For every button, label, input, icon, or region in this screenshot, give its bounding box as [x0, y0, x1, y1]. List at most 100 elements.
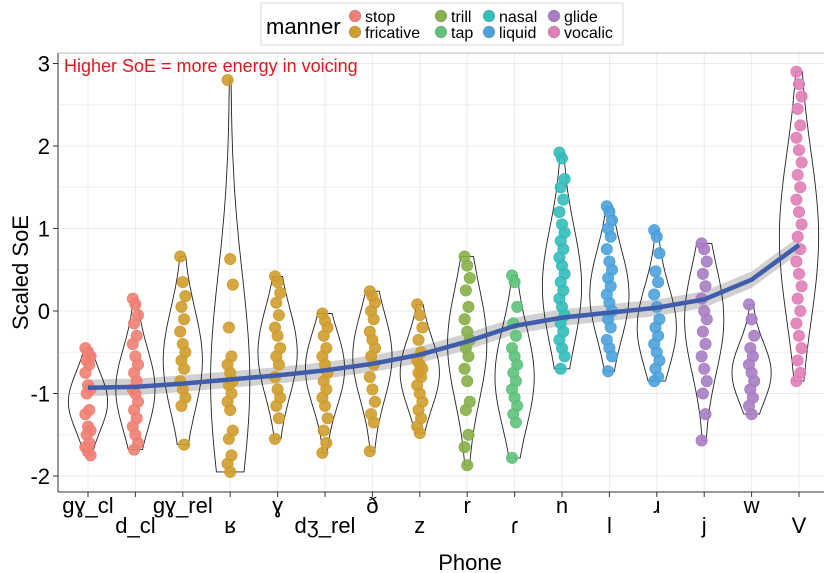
point-j — [696, 325, 709, 338]
point-ɾ — [508, 276, 521, 289]
x-axis-title: Phone — [438, 550, 502, 573]
x-tick-label: d_cl — [115, 513, 155, 538]
point-dʒ_rel — [316, 446, 329, 459]
point-d_cl — [128, 443, 141, 456]
point-j — [695, 350, 708, 363]
point-V — [793, 267, 806, 280]
point-j — [700, 313, 713, 326]
point-V — [795, 218, 808, 231]
point-V — [795, 156, 808, 169]
x-tick-label: gɣ_rel — [153, 493, 213, 518]
point-gɣ_cl — [84, 449, 97, 462]
plot-panel — [58, 53, 824, 492]
point-ɹ — [648, 288, 661, 301]
legend-swatch-liquid — [482, 25, 496, 39]
point-V — [795, 342, 808, 355]
x-tick-label: ʁ — [224, 513, 236, 538]
point-r — [459, 284, 472, 297]
point-gɣ_cl — [79, 408, 92, 421]
point-dʒ_rel — [321, 412, 334, 425]
legend-title: manner — [266, 14, 341, 39]
point-ɹ — [652, 276, 665, 289]
y-tick-label: 1 — [38, 217, 50, 242]
point-V — [791, 168, 804, 181]
point-ɾ — [505, 451, 518, 464]
trend-band — [88, 236, 799, 396]
point-ʁ — [222, 321, 235, 334]
point-V — [790, 375, 803, 388]
point-V — [793, 78, 806, 91]
trend-confidence-band — [88, 236, 799, 396]
point-w — [748, 329, 761, 342]
point-ɾ — [509, 416, 522, 429]
point-r — [461, 459, 474, 472]
point-dʒ_rel — [317, 424, 330, 437]
y-tick-label: 3 — [38, 52, 50, 77]
point-j — [700, 375, 713, 388]
point-d_cl — [128, 317, 141, 330]
point-ð — [367, 313, 380, 326]
point-dʒ_rel — [317, 329, 330, 342]
point-ɣ — [272, 358, 285, 371]
point-gɣ_rel — [178, 362, 191, 375]
point-r — [462, 300, 475, 313]
point-l — [604, 230, 617, 243]
point-V — [791, 230, 804, 243]
point-j — [696, 387, 709, 400]
point-j — [699, 280, 712, 293]
point-r — [458, 441, 471, 454]
point-z — [413, 427, 426, 440]
legend-label-tap: tap — [451, 25, 473, 42]
point-n — [554, 362, 567, 375]
point-r — [458, 313, 471, 326]
point-n — [557, 193, 570, 206]
point-gɣ_rel — [175, 300, 188, 313]
x-tick-label: r — [464, 493, 471, 518]
point-l — [604, 321, 617, 334]
point-j — [695, 434, 708, 447]
y-tick-label: -2 — [30, 464, 50, 489]
trend-line-path — [87, 243, 801, 390]
point-z — [413, 309, 426, 322]
x-tick-label: dʒ_rel — [295, 513, 356, 538]
point-ð — [366, 383, 379, 396]
point-j — [699, 408, 712, 421]
legend-label-nasal: nasal — [499, 9, 537, 26]
point-V — [795, 280, 808, 293]
point-ð — [367, 416, 380, 429]
point-w — [743, 298, 756, 311]
point-ɣ — [271, 329, 284, 342]
point-ɣ — [272, 309, 285, 322]
point-V — [794, 181, 807, 194]
point-j — [698, 243, 711, 256]
point-gɣ_rel — [175, 399, 188, 412]
point-ð — [363, 370, 376, 383]
point-d_cl — [129, 298, 142, 311]
point-gɣ_cl — [80, 387, 93, 400]
violin-ɹ — [636, 229, 677, 382]
x-tick-label: z — [414, 513, 425, 538]
y-tick-label: -1 — [30, 382, 50, 407]
point-V — [790, 255, 803, 268]
trend-line — [87, 243, 801, 390]
point-gɣ_rel — [174, 325, 187, 338]
point-n — [556, 152, 569, 165]
point-V — [790, 317, 803, 330]
point-r — [461, 259, 474, 272]
legend-label-trill: trill — [451, 9, 471, 26]
point-r — [463, 271, 476, 284]
point-ɣ — [271, 276, 284, 289]
point-n — [553, 205, 566, 218]
point-gɣ_rel — [178, 313, 191, 326]
point-j — [699, 337, 712, 350]
point-z — [411, 298, 424, 311]
x-tick-label: ɹ — [653, 493, 660, 518]
point-ʁ — [221, 74, 234, 87]
point-ɣ — [270, 399, 283, 412]
x-tick-label: n — [556, 493, 568, 518]
point-d_cl — [126, 337, 139, 350]
point-V — [793, 205, 806, 218]
point-ɣ — [268, 432, 281, 445]
